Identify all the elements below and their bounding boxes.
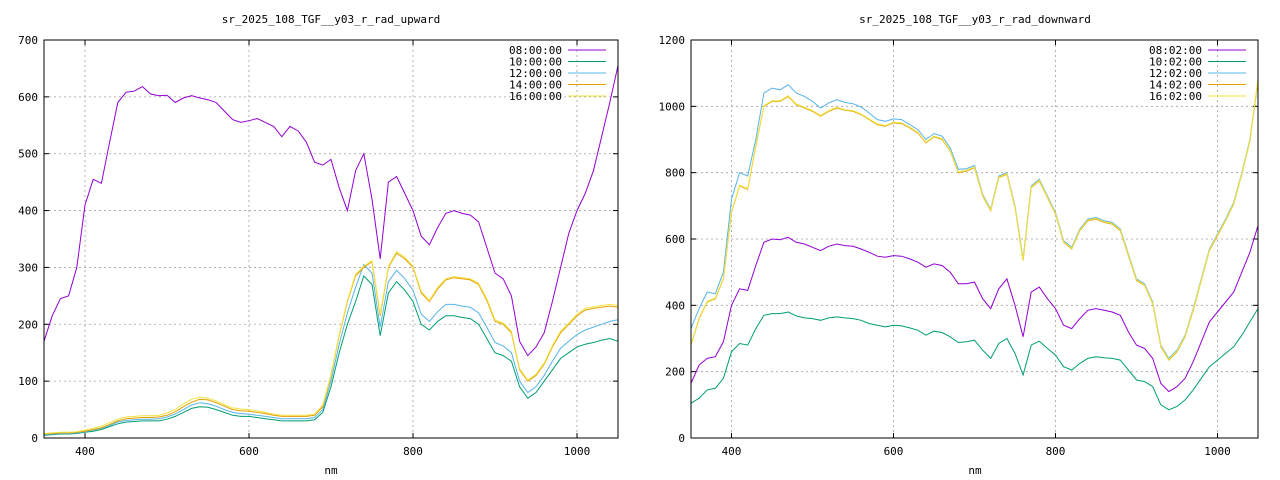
x-axis-label: nm bbox=[324, 464, 338, 477]
x-tick-label: 600 bbox=[884, 445, 904, 458]
legend-label: 10:02:00 bbox=[1149, 56, 1202, 69]
y-tick-label: 0 bbox=[31, 432, 38, 445]
series-line-14:02:00 bbox=[691, 79, 1258, 361]
series-line-08:02:00 bbox=[691, 225, 1258, 393]
series-line-16:02:00 bbox=[691, 79, 1258, 361]
chart-panel-downward: sr_2025_108_TGF__y03_r_rad_downward nm 0… bbox=[659, 13, 1259, 477]
legend-label: 08:00:00 bbox=[509, 44, 562, 57]
y-tick-label: 600 bbox=[665, 233, 685, 246]
series-line-10:02:00 bbox=[691, 308, 1258, 411]
series-line-10:00:00 bbox=[44, 275, 618, 436]
legend-label: 12:02:00 bbox=[1149, 67, 1202, 80]
series-line-12:02:00 bbox=[691, 81, 1258, 360]
x-tick-label: 400 bbox=[722, 445, 742, 458]
y-tick-label: 0 bbox=[678, 432, 685, 445]
y-tick-label: 200 bbox=[665, 366, 685, 379]
legend-label: 14:02:00 bbox=[1149, 79, 1202, 92]
plot-frame bbox=[690, 39, 1259, 439]
y-tick-label: 400 bbox=[18, 205, 38, 218]
legend-label: 14:00:00 bbox=[509, 79, 562, 92]
x-tick-label: 600 bbox=[239, 445, 259, 458]
plot-frame bbox=[43, 39, 619, 439]
y-tick-label: 700 bbox=[18, 34, 38, 47]
legend-label: 10:00:00 bbox=[509, 56, 562, 69]
series-line-16:00:00 bbox=[44, 250, 618, 434]
chart-title: sr_2025_108_TGF__y03_r_rad_downward bbox=[859, 13, 1091, 26]
y-tick-label: 100 bbox=[18, 375, 38, 388]
x-tick-label: 800 bbox=[1046, 445, 1066, 458]
legend-label: 16:02:00 bbox=[1149, 90, 1202, 103]
x-axis-label: nm bbox=[968, 464, 982, 477]
x-tick-label: 1000 bbox=[1204, 445, 1231, 458]
y-tick-label: 1200 bbox=[659, 34, 686, 47]
y-tick-label: 500 bbox=[18, 148, 38, 161]
legend-label: 12:00:00 bbox=[509, 67, 562, 80]
y-tick-label: 600 bbox=[18, 91, 38, 104]
x-tick-label: 800 bbox=[403, 445, 423, 458]
series-line-14:00:00 bbox=[44, 252, 618, 435]
chart-panel-upward: sr_2025_108_TGF__y03_r_rad_upward nm 0 10… bbox=[18, 13, 619, 477]
y-tick-label: 800 bbox=[665, 167, 685, 180]
y-tick-label: 400 bbox=[665, 299, 685, 312]
series-line-08:00:00 bbox=[44, 65, 618, 357]
y-tick-label: 1000 bbox=[659, 100, 686, 113]
y-tick-label: 200 bbox=[18, 318, 38, 331]
y-tick-label: 300 bbox=[18, 261, 38, 274]
legend-label: 08:02:00 bbox=[1149, 44, 1202, 57]
x-tick-label: 1000 bbox=[564, 445, 591, 458]
legend-label: 16:00:00 bbox=[509, 90, 562, 103]
series-line-12:00:00 bbox=[44, 263, 618, 436]
x-tick-label: 400 bbox=[75, 445, 95, 458]
chart-title: sr_2025_108_TGF__y03_r_rad_upward bbox=[222, 13, 441, 26]
